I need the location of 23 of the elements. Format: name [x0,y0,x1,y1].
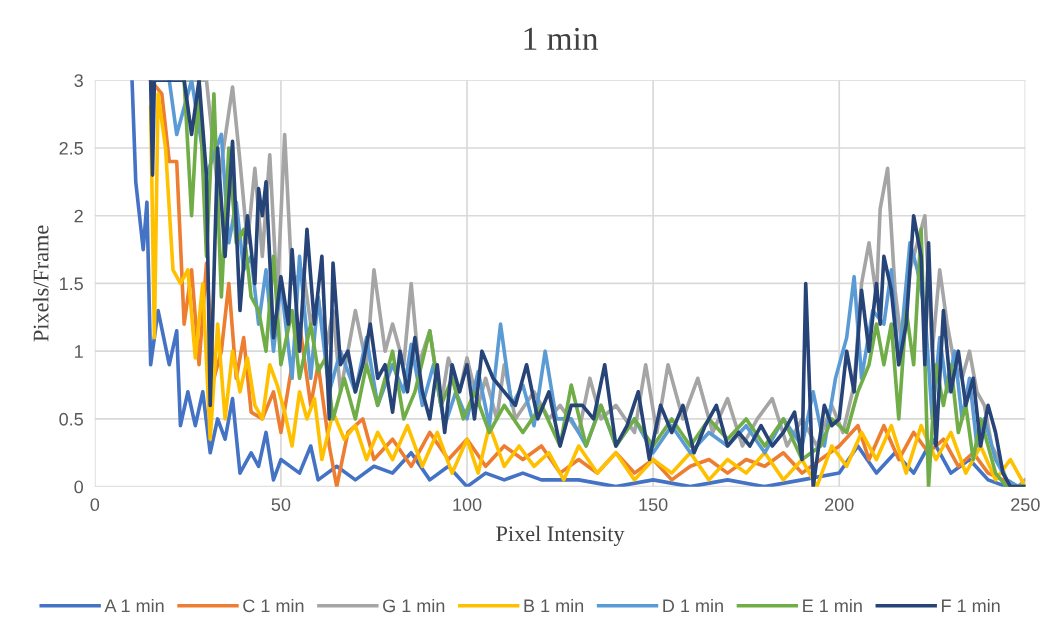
legend-label: B 1 min [524,598,584,612]
legend-label: A 1 min [104,598,164,612]
x-tick-label: 250 [1011,498,1040,512]
x-tick-label: 50 [271,498,291,512]
legend-label: E 1 min [803,598,862,612]
y-tick-label: 2 [74,209,83,223]
legend-label: C 1 min [243,598,304,613]
x-axis-title: Pixel Intensity [496,525,625,546]
y-tick-label: 3 [74,74,83,87]
x-tick-label: 200 [825,498,854,512]
x-tick-label: 100 [453,498,482,512]
legend-label: G 1 min [383,598,445,613]
y-axis-title: Pixels/Frame [32,225,49,342]
legend-label: F 1 min [942,598,1000,612]
y-tick-label: 1.5 [59,277,83,291]
y-tick-label: 2.5 [59,141,83,155]
x-tick-label: 150 [639,498,668,512]
legend-label: D 1 min [663,598,723,612]
x-tick-label: 0 [90,498,100,512]
y-tick-label: 0.5 [59,412,83,426]
y-tick-label: 1 [75,345,83,358]
chart-title: 1 min [524,27,598,50]
y-tick-label: 0 [74,480,84,494]
